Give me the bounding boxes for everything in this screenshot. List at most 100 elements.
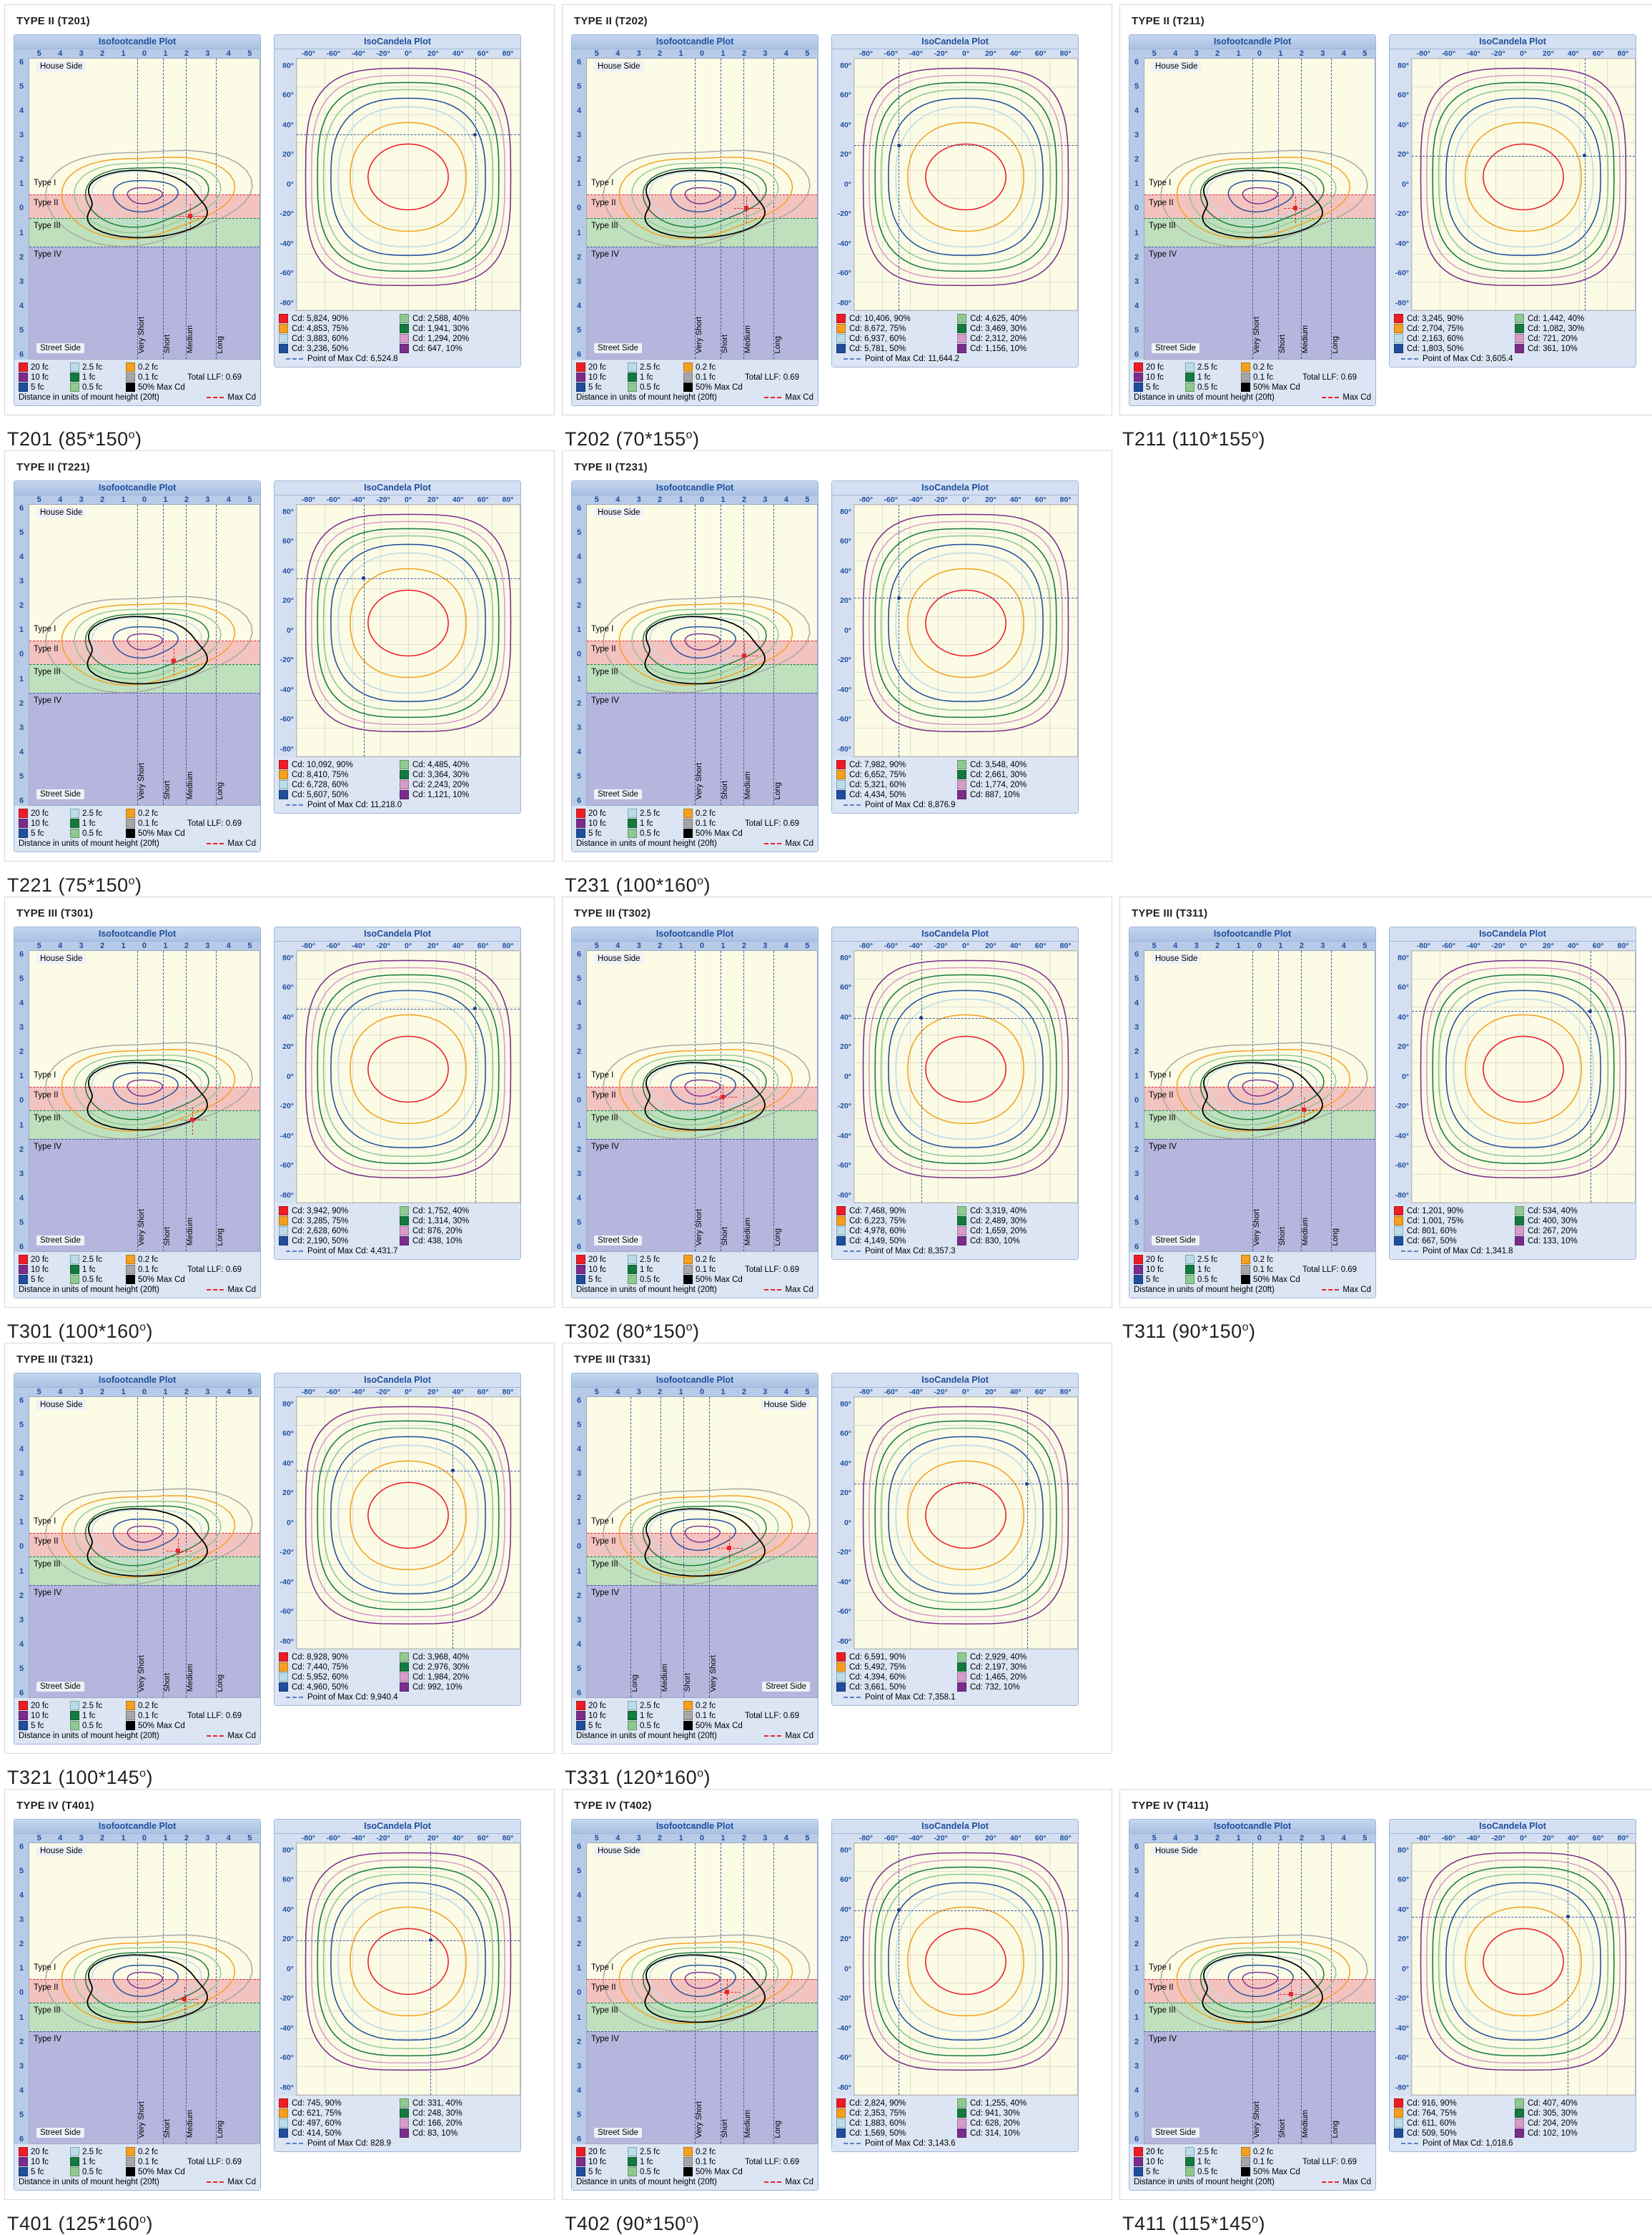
max-cd-point: [896, 596, 901, 600]
house-side-label: House Side: [594, 508, 644, 518]
throw-label-short: Short: [720, 334, 729, 353]
cd-legend-label: Cd: 4,625, 40%: [970, 314, 1027, 323]
fc-legend-item: 2.5 fc: [628, 2147, 683, 2156]
fc-legend-label: 10 fc: [31, 372, 49, 382]
cd-legend-label: Cd: 2,353, 75%: [849, 2108, 906, 2118]
isofootcandle-contours: [603, 149, 811, 247]
house-side-label: House Side: [1152, 1846, 1202, 1856]
cd-legend-label: Cd: 667, 50%: [1407, 1236, 1457, 1245]
cd-legend-item: Cd: 3,364, 30%: [400, 770, 516, 779]
ifc-y-tick: 3: [576, 1169, 582, 1178]
total-llf: Total LLF: 0.69: [187, 372, 242, 382]
isofootcandle-legend: 20 fc 2.5 fc 0.2 fc 10 fc 1 fc 0.1 fc Total LL…: [14, 2144, 260, 2190]
icd-plot-area: [854, 1396, 1078, 1649]
cd-legend-item: Cd: 400, 30%: [1515, 1216, 1631, 1225]
zone-type-i-label: Type I: [34, 179, 56, 187]
fc-swatch: [576, 2167, 585, 2176]
throw-divider: [1300, 951, 1302, 1251]
throw-divider: [708, 1397, 710, 1697]
fc-legend-label: 0.2 fc: [696, 2147, 716, 2156]
fc-legend-item: 0.2 fc: [683, 362, 745, 372]
cd-swatch: [1394, 344, 1403, 353]
ifc-y-tick: 1: [576, 1964, 582, 1973]
cd-legend-item: Cd: 916, 90%: [1394, 2098, 1510, 2108]
ifc-y-tick: 3: [19, 2061, 24, 2071]
ifc-y-tick: 3: [576, 723, 582, 732]
zone-type-iv-label: Type IV: [1149, 250, 1177, 259]
fc-swatch: [683, 1701, 693, 1710]
cd-legend-label: Cd: 5,952, 60%: [292, 1672, 349, 1682]
icd-x-tick: -40°: [909, 49, 923, 58]
ifc-x-tick: 4: [783, 49, 788, 58]
point-max-dash-icon: [286, 2143, 303, 2144]
total-llf: Total LLF: 0.69: [1302, 372, 1357, 382]
cd-legend-item: Cd: 3,548, 40%: [957, 760, 1074, 769]
icd-y-tick: -20°: [280, 656, 294, 665]
type-ii-divider: [29, 194, 259, 195]
fc-legend-label: 0.2 fc: [1253, 2147, 1274, 2156]
icd-x-tick: 60°: [1592, 49, 1604, 58]
fc-legend-item: 0.2 fc: [126, 1255, 187, 1264]
icd-x-tick: -80°: [859, 942, 874, 950]
ifc-x-tick: 2: [1299, 49, 1304, 58]
fc-legend-label: 5 fc: [588, 2167, 602, 2176]
fc-swatch: [576, 1721, 585, 1730]
ifc-x-tick: 1: [1278, 942, 1283, 950]
zone-type-iii-label: Type III: [1149, 222, 1176, 230]
icd-y-tick: -40°: [837, 239, 851, 248]
icd-y-tick: -40°: [1395, 239, 1409, 248]
fc-legend-item: 0.5 fc: [70, 2167, 126, 2176]
ifc-x-tick: 4: [1341, 942, 1346, 950]
icd-x-tick: 0°: [961, 1834, 970, 1842]
ifc-y-tick: 3: [576, 1615, 582, 1624]
icd-y-tick: 80°: [282, 1846, 294, 1855]
ifc-y-tick: 1: [576, 1518, 582, 1527]
card-header: TYPE IV (T402): [574, 1800, 652, 1812]
cd-legend-label: Cd: 3,469, 30%: [970, 324, 1027, 333]
zone-type-i-label: Type I: [1149, 179, 1172, 187]
fc-legend-item: 2.5 fc: [70, 2147, 126, 2156]
throw-divider: [1330, 951, 1332, 1251]
type-ii-band: [587, 1087, 817, 1110]
throw-divider: [215, 1843, 217, 2143]
distance-note: Distance in units of mount height (20ft): [1134, 1286, 1275, 1294]
fc-swatch: [1241, 383, 1250, 392]
cd-legend-item: Cd: 5,952, 60%: [279, 1672, 395, 1682]
cd-legend-label: Cd: 3,285, 75%: [292, 1216, 349, 1225]
icd-x-tick: -20°: [1491, 49, 1505, 58]
type-iv-band: [587, 1139, 817, 1251]
fc-swatch: [628, 829, 637, 838]
icd-y-axis: 80° 60° 40° 20° 0° -20° -40° -60° -80°: [274, 1396, 296, 1649]
cd-legend-item: Cd: 414, 50%: [279, 2128, 395, 2138]
ifc-y-tick: 5: [19, 771, 24, 781]
ifc-x-tick: 2: [100, 495, 105, 504]
fc-legend-item: 20 fc: [576, 809, 628, 818]
cd-swatch: [957, 1682, 966, 1692]
fc-swatch: [576, 2147, 585, 2156]
ifc-x-tick: 3: [1320, 942, 1325, 950]
cd-swatch: [279, 2118, 288, 2128]
ifc-x-tick: 1: [163, 495, 168, 504]
isocandela-contours: [305, 67, 512, 287]
icd-y-tick: 40°: [840, 1012, 851, 1022]
max-cd-point: [473, 1007, 478, 1011]
cd-legend-label: Cd: 497, 60%: [292, 2118, 342, 2128]
cd-legend-item: Cd: 7,468, 90%: [836, 1206, 953, 1215]
icd-y-tick: 60°: [840, 537, 851, 546]
zone-type-iii-label: Type III: [591, 1560, 618, 1569]
icd-x-axis: -80° -60° -40° -20° 0° 20° 40° 60° 80°: [274, 1834, 520, 1842]
cd-legend-label: Cd: 1,984, 20%: [412, 1672, 470, 1682]
icd-x-tick: 60°: [1592, 942, 1604, 950]
zone-type-iii-label: Type III: [34, 668, 61, 676]
ifc-x-tick: 5: [36, 1388, 41, 1396]
isofootcandle-panel: Isofootcandle Plot 5 4 3 2 1 0 1 2 3 4 5 6 5 4 3 2 1 0 1 2 3 4…: [571, 1373, 818, 1745]
icd-x-tick: 40°: [452, 942, 464, 950]
fc-swatch: [683, 1711, 693, 1720]
throw-divider: [137, 1843, 139, 2143]
cd-legend-item: Cd: 801, 60%: [1394, 1226, 1510, 1235]
fc-legend-label: 5 fc: [31, 829, 44, 838]
max-cd-label: Max Cd: [227, 1286, 256, 1294]
fc-legend-item: 20 fc: [576, 2147, 628, 2156]
fc-swatch: [1241, 2157, 1250, 2166]
